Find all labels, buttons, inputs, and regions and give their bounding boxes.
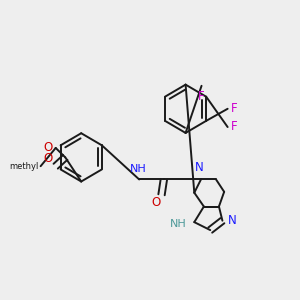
Text: N: N: [228, 214, 236, 227]
Text: F: F: [198, 90, 204, 103]
Text: NH: NH: [130, 164, 147, 174]
Text: O: O: [152, 196, 161, 209]
Text: O: O: [43, 141, 52, 154]
Text: O: O: [43, 152, 52, 165]
Text: NH: NH: [170, 219, 187, 229]
Text: N: N: [195, 161, 204, 174]
Text: methyl: methyl: [9, 162, 38, 171]
Text: F: F: [231, 102, 238, 115]
Text: F: F: [231, 120, 238, 133]
